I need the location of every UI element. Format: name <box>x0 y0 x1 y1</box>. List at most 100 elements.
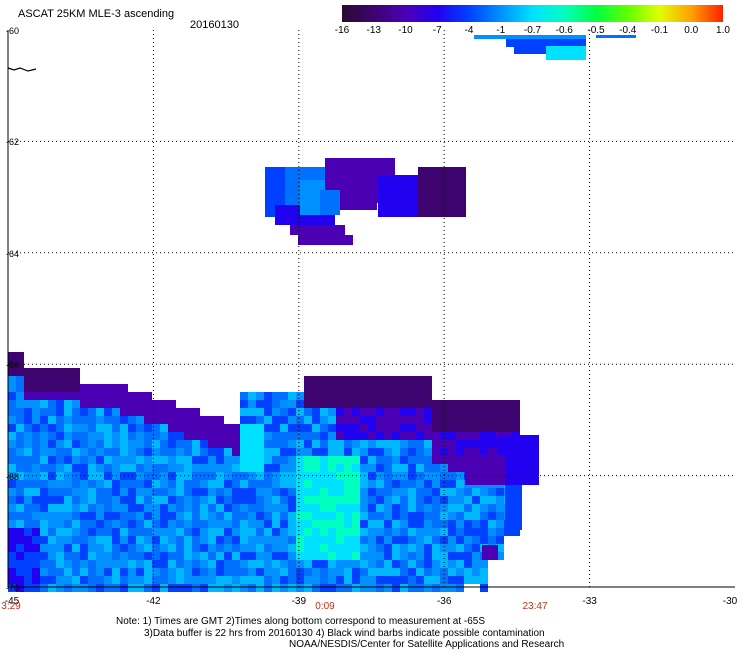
data-pixel <box>360 528 368 536</box>
data-pixel <box>368 568 376 576</box>
data-pixel <box>120 560 128 568</box>
data-pixel <box>352 456 360 464</box>
data-pixel <box>32 488 40 496</box>
data-pixel <box>224 568 232 576</box>
data-pixel <box>248 496 256 504</box>
data-pixel <box>400 536 408 544</box>
data-pixel <box>56 384 64 392</box>
data-pixel <box>152 416 160 424</box>
data-pixel <box>304 576 312 584</box>
data-pixel <box>480 584 488 592</box>
data-pixel <box>312 568 320 576</box>
data-pixel <box>432 544 440 552</box>
data-pixel <box>464 512 472 520</box>
data-pixel <box>192 536 200 544</box>
data-pixel <box>296 544 304 552</box>
data-pixel <box>320 512 328 520</box>
data-pixel <box>352 544 360 552</box>
data-pixel <box>384 400 392 408</box>
data-pixel <box>256 488 264 496</box>
data-pixel <box>408 528 416 536</box>
data-pixel <box>408 384 416 392</box>
data-pixel <box>312 520 320 528</box>
data-pixel <box>88 560 96 568</box>
data-pixel <box>224 504 232 512</box>
data-pixel <box>72 544 80 552</box>
data-pixel <box>392 568 400 576</box>
data-pixel <box>312 416 320 424</box>
data-pixel <box>472 504 480 512</box>
data-pixel <box>48 440 56 448</box>
data-pixel <box>24 584 32 592</box>
data-pixel <box>320 552 328 560</box>
data-pixel <box>400 496 408 504</box>
data-pixel <box>128 584 136 592</box>
data-pixel <box>240 544 248 552</box>
data-pixel <box>232 528 240 536</box>
data-pixel <box>144 448 152 456</box>
data-pixel <box>337 175 377 210</box>
data-pixel <box>40 464 48 472</box>
data-pixel <box>352 464 360 472</box>
data-pixel <box>416 560 424 568</box>
data-pixel <box>32 496 40 504</box>
data-pixel <box>384 552 392 560</box>
data-pixel <box>240 392 248 400</box>
data-pixel <box>264 520 272 528</box>
data-pixel <box>224 488 232 496</box>
data-pixel <box>312 424 320 432</box>
data-pixel <box>144 424 152 432</box>
data-pixel <box>40 384 48 392</box>
data-pixel <box>360 400 368 408</box>
data-pixel <box>480 488 488 496</box>
data-pixel <box>40 400 48 408</box>
data-pixel <box>32 536 40 544</box>
data-pixel <box>32 576 40 584</box>
data-pixel <box>96 392 104 400</box>
data-pixel <box>320 528 328 536</box>
data-pixel <box>176 544 184 552</box>
data-pixel <box>120 568 128 576</box>
data-pixel <box>192 504 200 512</box>
data-pixel <box>424 520 432 528</box>
data-pixel <box>200 584 208 592</box>
data-pixel <box>440 432 448 440</box>
data-pixel <box>56 488 64 496</box>
data-pixel <box>408 432 416 440</box>
data-pixel <box>312 376 320 384</box>
data-pixel <box>160 408 168 416</box>
data-pixel <box>448 416 456 424</box>
data-pixel <box>472 416 480 424</box>
data-pixel <box>200 520 208 528</box>
data-pixel <box>416 456 424 464</box>
data-pixel <box>72 440 80 448</box>
data-pixel <box>440 496 448 504</box>
data-pixel <box>40 440 48 448</box>
data-pixel <box>80 584 88 592</box>
data-pixel <box>368 520 376 528</box>
data-pixel <box>24 464 32 472</box>
data-pixel <box>24 496 32 504</box>
data-pixel <box>296 432 304 440</box>
data-pixel <box>208 416 216 424</box>
data-pixel <box>416 392 424 400</box>
data-pixel <box>32 512 40 520</box>
data-pixel <box>96 512 104 520</box>
data-pixel <box>32 384 40 392</box>
data-pixel <box>40 408 48 416</box>
data-pixel <box>456 560 464 568</box>
data-pixel <box>384 544 392 552</box>
data-pixel <box>464 504 472 512</box>
data-pixel <box>456 512 464 520</box>
data-pixel <box>424 488 432 496</box>
data-pixel <box>304 408 312 416</box>
data-pixel <box>40 480 48 488</box>
data-pixel <box>56 424 64 432</box>
data-pixel <box>104 392 112 400</box>
data-pixel <box>336 536 344 544</box>
data-pixel <box>8 544 16 552</box>
data-pixel <box>384 512 392 520</box>
data-pixel <box>208 552 216 560</box>
data-pixel <box>56 432 64 440</box>
data-pixel <box>506 39 586 47</box>
